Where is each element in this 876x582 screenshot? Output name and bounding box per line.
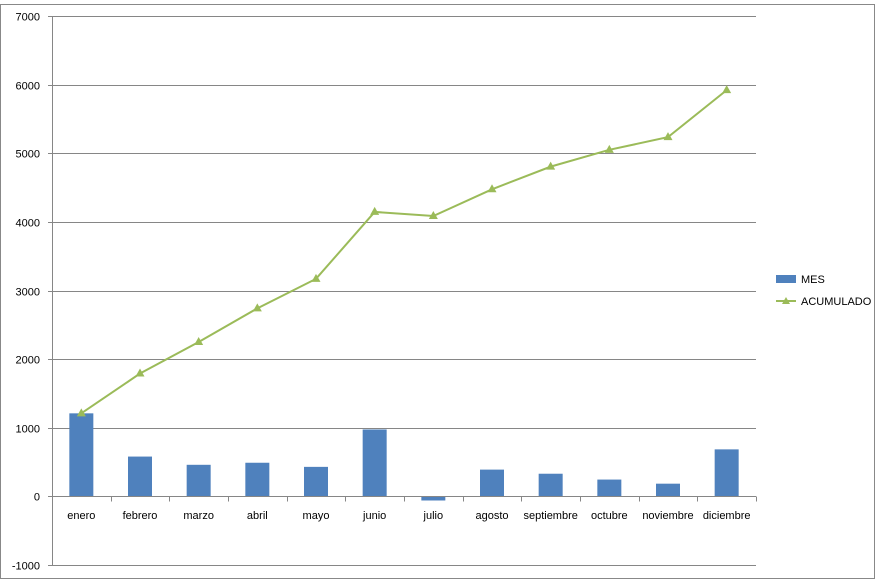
marker-agosto bbox=[487, 184, 497, 193]
y-tick-label: 1000 bbox=[16, 424, 40, 436]
marker-marzo bbox=[194, 336, 204, 345]
bar-mayo bbox=[304, 466, 328, 497]
y-tick-label: 7000 bbox=[16, 12, 40, 24]
marker-octubre bbox=[604, 144, 614, 153]
y-tick-label: 5000 bbox=[16, 149, 40, 161]
bar-marzo bbox=[186, 464, 211, 497]
x-tick-label: febrero bbox=[123, 510, 158, 522]
marker-mayo bbox=[311, 273, 321, 282]
y-tick-label: 0 bbox=[34, 492, 40, 504]
marker-noviembre bbox=[663, 132, 673, 141]
x-tick-label: agosto bbox=[475, 510, 508, 522]
bar-septiembre bbox=[538, 473, 563, 497]
x-tick-label: enero bbox=[67, 510, 95, 522]
marker-enero bbox=[76, 408, 86, 417]
legend-marker-acumulado bbox=[782, 297, 790, 304]
x-tick-label: octubre bbox=[591, 510, 628, 522]
x-tick-label: septiembre bbox=[523, 510, 577, 522]
y-tick-label: 4000 bbox=[16, 218, 40, 230]
marker-abril bbox=[252, 303, 262, 312]
bar-diciembre bbox=[714, 449, 739, 497]
x-tick-label: julio bbox=[423, 510, 444, 522]
bar-febrero bbox=[128, 456, 152, 497]
x-tick-label: mayo bbox=[303, 510, 330, 522]
marker-febrero bbox=[135, 368, 145, 377]
legend-label-acumulado: ACUMULADO bbox=[801, 296, 872, 308]
marker-septiembre bbox=[546, 161, 556, 170]
bar-noviembre bbox=[656, 483, 680, 497]
bar-julio bbox=[421, 496, 446, 501]
bar-junio bbox=[362, 429, 387, 497]
x-tick-label: noviembre bbox=[642, 510, 693, 522]
marker-junio bbox=[370, 206, 380, 215]
bar-enero bbox=[69, 413, 94, 497]
y-tick-label: 2000 bbox=[16, 355, 40, 367]
marker-diciembre bbox=[722, 85, 732, 94]
x-tick-label: diciembre bbox=[703, 510, 751, 522]
x-tick-label: junio bbox=[362, 510, 386, 522]
y-tick-label: 3000 bbox=[16, 287, 40, 299]
bar-octubre bbox=[597, 479, 622, 497]
legend-label-mes: MES bbox=[801, 274, 825, 286]
x-tick-label: marzo bbox=[183, 510, 214, 522]
x-tick-label: abril bbox=[247, 510, 268, 522]
y-tick-label: 6000 bbox=[16, 81, 40, 93]
bar-abril bbox=[245, 462, 270, 497]
y-tick-label: -1000 bbox=[12, 561, 40, 573]
legend-swatch-mes bbox=[776, 275, 796, 283]
bar-agosto bbox=[480, 469, 504, 497]
legend: MES ACUMULADO bbox=[776, 274, 872, 308]
marker-julio bbox=[428, 211, 438, 220]
line-acumulado bbox=[80, 89, 728, 415]
